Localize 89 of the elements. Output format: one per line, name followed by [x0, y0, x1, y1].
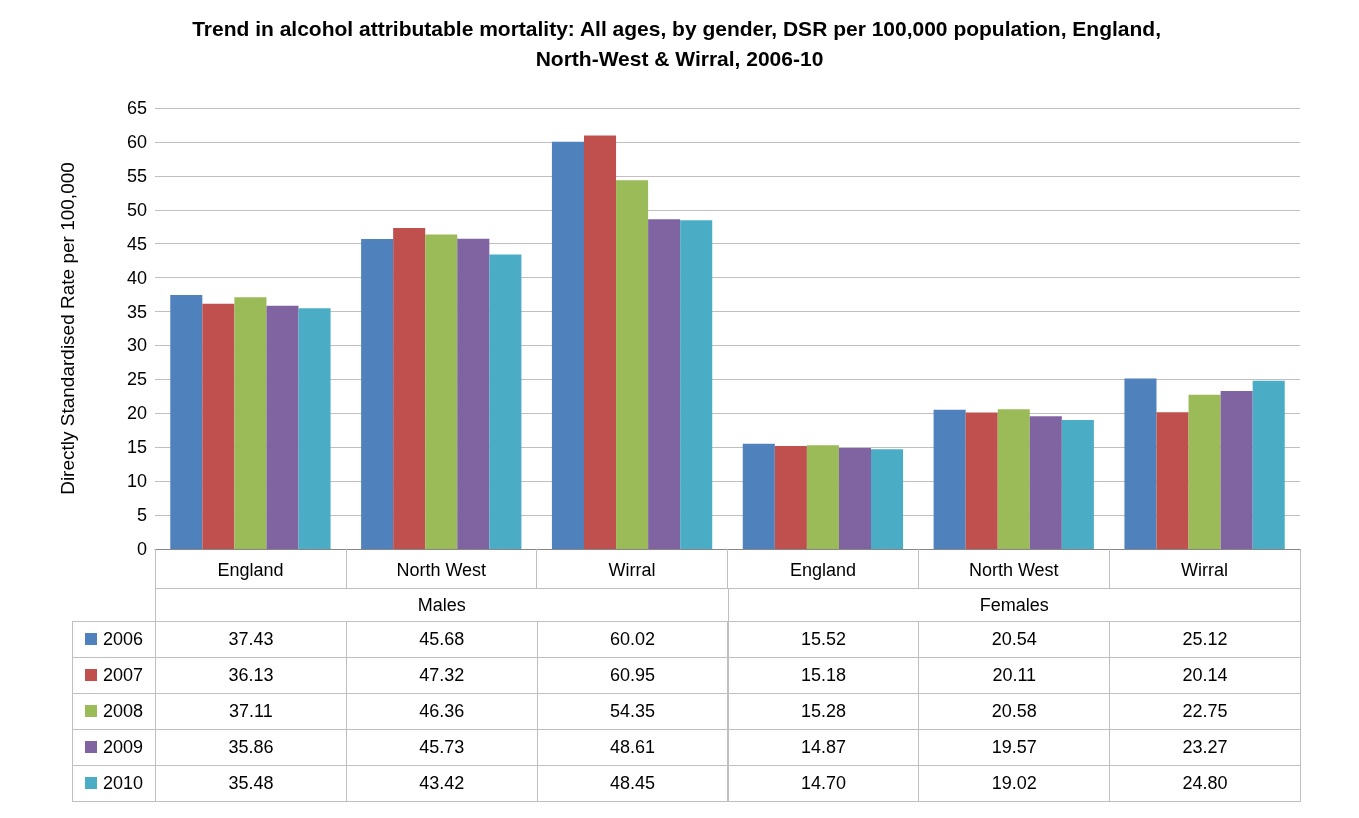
bar — [551, 141, 584, 549]
data-label: 35.48 — [155, 765, 347, 802]
bar — [838, 448, 872, 549]
legend-label: 2006 — [101, 629, 144, 650]
y-tick-label: 10 — [126, 471, 147, 492]
bar — [1061, 419, 1094, 549]
data-label: 25.12 — [1109, 621, 1301, 658]
data-label: 47.32 — [345, 657, 538, 694]
x-tick-label: Wirral — [1181, 560, 1229, 580]
bar — [266, 305, 299, 549]
text: Females — [727, 588, 1301, 622]
x-tick-label: England — [789, 560, 856, 580]
data-label: 60.02 — [536, 621, 729, 658]
bar — [1029, 416, 1062, 549]
data-label: 15.52 — [727, 621, 920, 658]
y-tick-label: 40 — [126, 267, 147, 288]
bar — [965, 412, 998, 549]
bar — [997, 409, 1030, 549]
data-label: 48.61 — [536, 729, 729, 766]
x-tick-label: North West — [396, 560, 487, 580]
y-tick-label: 0 — [136, 539, 147, 559]
legend-label: 2009 — [101, 737, 144, 758]
data-label: 23.27 — [1109, 729, 1301, 766]
bar — [457, 238, 490, 549]
data-label: 14.70 — [727, 765, 920, 802]
data-label: 35.86 — [155, 729, 347, 766]
bar — [648, 219, 681, 549]
chart-title: Trend in alcohol attributable mortality: All ages, by gender, DSR per 100,000 population, England, North-West & Wirral, 2006-10 — [192, 16, 1167, 70]
y-tick-label: 65 — [126, 98, 147, 118]
data-label: 36.13 — [155, 657, 347, 694]
data-label: 37.43 — [155, 621, 347, 658]
legend-label: 2008 — [101, 701, 144, 722]
y-tick-label: 30 — [126, 335, 147, 356]
data-label: 19.02 — [918, 765, 1111, 802]
bar — [202, 303, 235, 549]
bar — [1156, 412, 1189, 549]
data-label: 15.28 — [727, 693, 920, 730]
data-label: 20.14 — [1109, 657, 1301, 694]
data-label: 43.42 — [345, 765, 538, 802]
data-label: 60.95 — [536, 657, 729, 694]
bar — [1252, 380, 1285, 549]
data-label: 37.11 — [155, 693, 347, 730]
bar — [170, 295, 203, 549]
legend-label: 2010 — [101, 773, 144, 794]
x-tick-label: Wirral — [608, 560, 656, 580]
data-label: 48.45 — [536, 765, 729, 802]
bar — [1188, 394, 1221, 549]
y-axis-title: Directly Standardised Rate per 100,000 — [57, 162, 78, 495]
y-tick-label: 5 — [136, 505, 147, 526]
y-tick-label: 55 — [126, 165, 147, 186]
bar — [425, 234, 458, 549]
text: Males — [155, 588, 729, 622]
x-tick-label: North West — [968, 560, 1059, 580]
bar — [393, 227, 426, 549]
data-label: 14.87 — [727, 729, 920, 766]
y-tick-label: 45 — [126, 233, 147, 254]
bar — [361, 239, 394, 549]
bar — [680, 220, 713, 549]
data-label: 15.18 — [727, 657, 920, 694]
bar — [298, 308, 331, 549]
bar — [1124, 378, 1157, 549]
y-tick-label: 25 — [126, 369, 147, 390]
data-label: 22.75 — [1109, 693, 1301, 730]
legend-label: 2007 — [101, 665, 144, 686]
bar — [742, 443, 775, 549]
data-label: 20.58 — [918, 693, 1111, 730]
bar — [616, 180, 649, 549]
bar — [234, 297, 267, 549]
y-tick-label: 60 — [126, 131, 147, 152]
y-tick-label: 35 — [126, 301, 147, 322]
bar — [583, 135, 617, 549]
bar — [489, 254, 522, 549]
data-label: 46.36 — [345, 693, 538, 730]
data-label: 24.80 — [1109, 765, 1301, 802]
bar — [806, 445, 839, 549]
data-label: 19.57 — [918, 729, 1111, 766]
y-tick-label: 50 — [126, 199, 147, 220]
x-tick-label: England — [217, 560, 284, 580]
data-label: 54.35 — [536, 693, 729, 730]
bar — [933, 409, 966, 549]
bar — [871, 449, 904, 549]
bar — [1220, 391, 1253, 549]
data-label: 45.68 — [345, 621, 538, 658]
data-label: 45.73 — [345, 729, 538, 766]
y-tick-label: 15 — [126, 437, 147, 458]
bar — [774, 446, 807, 549]
y-tick-label: 20 — [126, 403, 147, 424]
data-label: 20.11 — [918, 657, 1111, 694]
data-label: 20.54 — [918, 621, 1111, 658]
